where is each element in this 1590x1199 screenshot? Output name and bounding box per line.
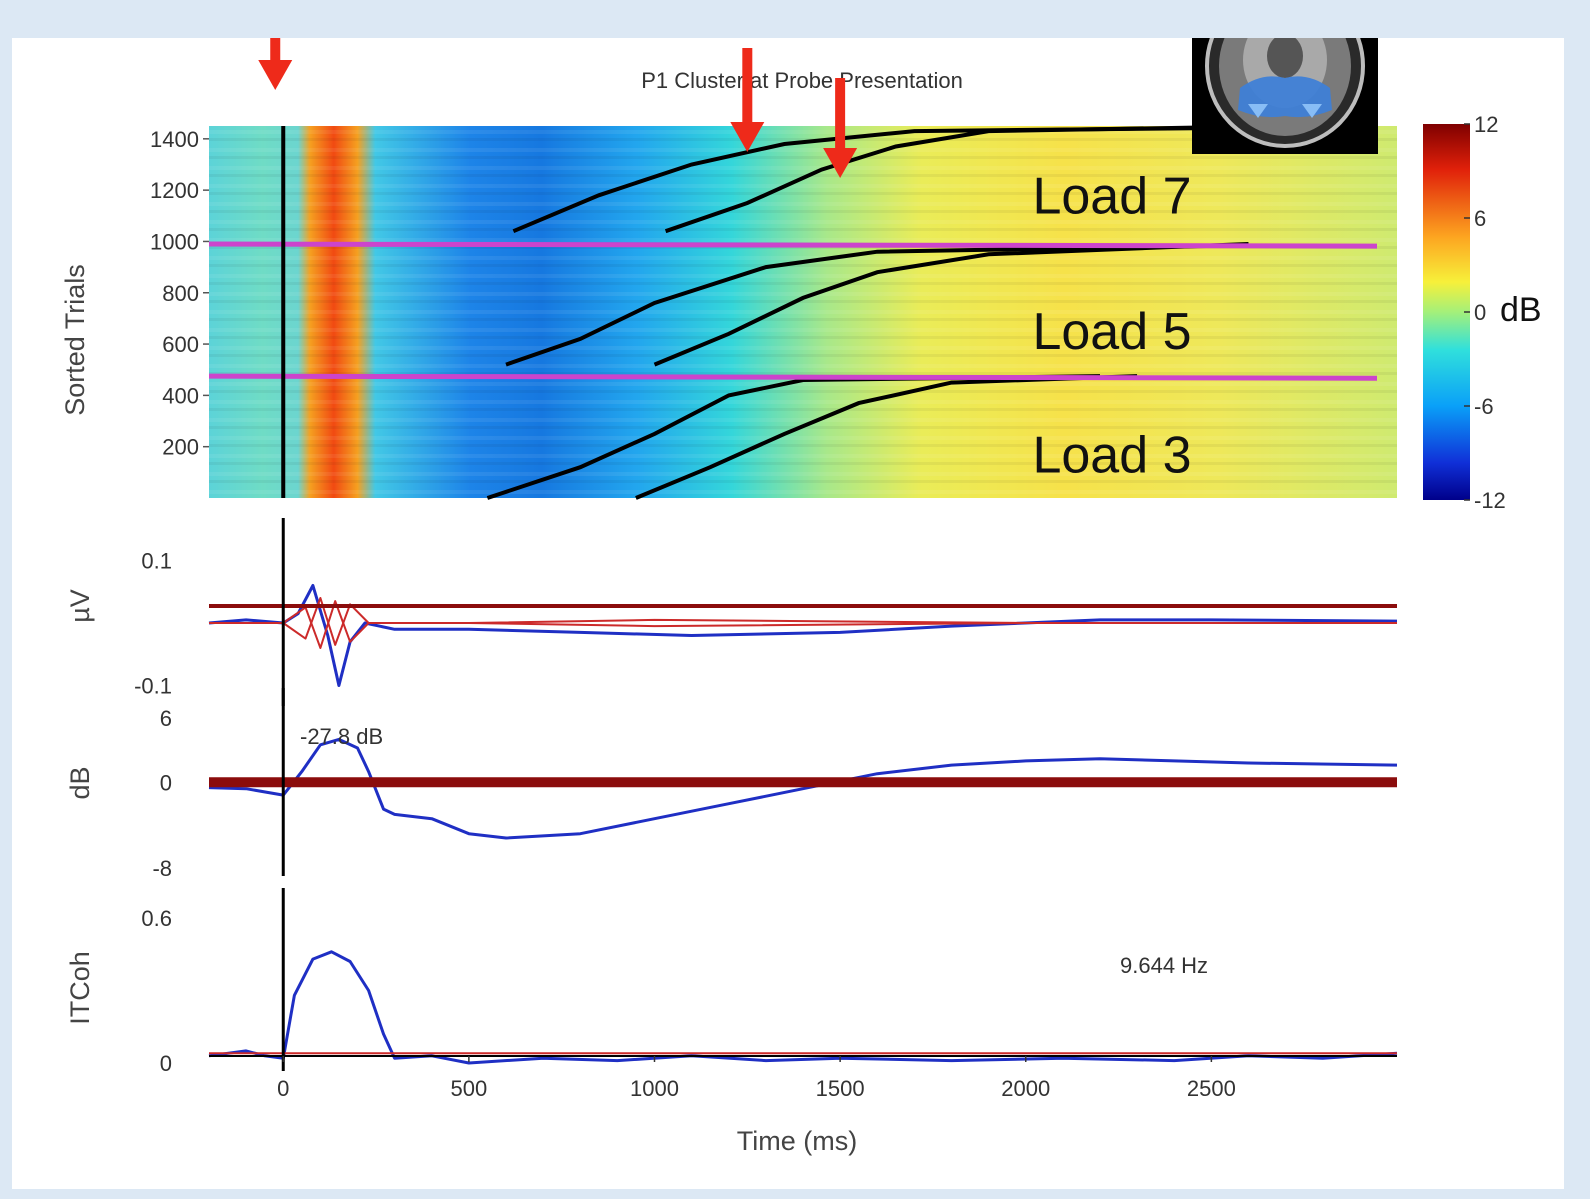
heatmap-trial-streaks [209,126,1397,498]
power-baseline-annotation: -27.8 dB [300,724,383,749]
xtick-label-4: 2000 [1001,1076,1050,1101]
erp-panel: 0.1 -0.1 µV [65,518,1398,706]
itc-frequency-annotation: 9.644 Hz [1120,953,1208,978]
annotation-arrow-2 [823,78,858,178]
series-line-2-0 [208,737,1398,840]
heatmap-ytick-label-6: 1400 [150,127,199,152]
colorbar-ticks: 12 6 0 -6 -12 [1464,112,1506,513]
xtick-label-5: 2500 [1187,1076,1236,1101]
annotation-arrow-head-0 [258,60,293,90]
condition-divider-1 [208,373,1378,381]
itc-xticks: 0 500 1000 1500 2000 2500 [277,1056,1236,1101]
series-line-3-0 [208,950,1398,1065]
condition-dividers [208,241,1378,381]
rt-curve-1 [635,374,1138,500]
heatmap-ylabel: Sorted Trials [60,264,90,416]
ytick-label-1-0: 0.1 [141,549,172,574]
itc-yticks: 0.60 [141,906,172,1076]
annotation-arrow-shaft-1 [742,48,753,124]
heatmap-yticks: 200 400 600 800 1000 1200 1400 [150,127,209,460]
annotation-arrow-0 [258,38,293,90]
brain-mri-axial-slice-icon [1192,38,1378,154]
ytick-label-2-1: 0 [160,770,172,795]
power-panel: 6 0 -8 dB -27.8 dB [65,688,1398,881]
annotation-arrow-shaft-2 [835,78,846,150]
ytick-label-3-1: 0 [160,1051,172,1076]
ytick-label-3-0: 0.6 [141,906,172,931]
heatmap-ytick-label-5: 1200 [150,178,199,203]
colorbar-tick-label-0: 12 [1474,112,1498,137]
colorbar-gradient [1423,124,1470,500]
colorbar: 12 6 0 -6 -12 dB [1423,112,1542,513]
condition-divider-0 [208,241,1378,249]
itc-series [208,950,1398,1065]
condition-label-0: Load 7 [1032,167,1191,225]
annotation-arrow-shaft-0 [270,38,281,62]
series-line-1-2 [209,600,1397,649]
series-line-1-0 [208,584,1398,687]
xtick-label-3: 1500 [816,1076,865,1101]
rt-curve-2 [505,243,1249,367]
itc-panel: 0.60 0 500 1000 1500 2000 2500 ITCoh 9.644 Hz… [65,888,1398,1156]
figure-panel: P1 Cluster at Probe Presentation 200 400 6… [12,38,1564,1189]
erp-series [208,584,1398,687]
rt-curve-3 [653,242,1249,367]
xtick-label-0: 0 [277,1076,289,1101]
ytick-label-2-2: -8 [152,856,172,881]
colorbar-unit: dB [1500,291,1542,329]
xaxis-label: Time (ms) [737,1126,857,1156]
figure-canvas: P1 Cluster at Probe Presentation 200 400 6… [60,38,1542,1156]
annotation-arrow-1 [730,48,765,152]
reaction-time-curves [486,124,1286,500]
heatmap-ytick-label-4: 1000 [150,229,199,254]
annotation-arrow-head-1 [730,122,765,152]
colorbar-tick-label-2: 0 [1474,300,1486,325]
colorbar-tick-label-1: 6 [1474,206,1486,231]
heatmap-ytick-label-3: 800 [162,281,199,306]
ytick-label-1-1: -0.1 [134,674,172,699]
colorbar-tick-label-3: -6 [1474,394,1494,419]
ytick-label-2-0: 6 [160,706,172,731]
erp-yticks: 0.1 -0.1 [134,549,172,699]
erp-ylabel: µV [65,589,95,623]
condition-label-2: Load 3 [1032,426,1191,484]
xtick-label-1: 500 [451,1076,488,1101]
power-series [208,737,1398,840]
rt-curve-5 [664,124,1286,234]
heatmap-ytick-label-2: 600 [162,332,199,357]
power-yticks: 6 0 -8 [152,706,172,881]
annotation-arrows [258,38,858,178]
colorbar-tick-label-4: -12 [1474,488,1506,513]
chart-title: P1 Cluster at Probe Presentation [641,68,963,93]
annotation-arrow-head-2 [823,148,858,178]
heatmap-ytick-label-1: 400 [162,383,199,408]
erp-image-heatmap: 200 400 600 800 1000 1200 1400 Sorted Trials L… [60,124,1397,500]
power-ylabel: dB [65,766,95,799]
rt-curve-4 [512,125,1286,234]
heatmap-ytick-label-0: 200 [162,435,199,460]
itc-ylabel: ITCoh [65,951,95,1025]
condition-labels: Load 7 Load 5 Load 3 [1032,167,1191,484]
condition-label-1: Load 5 [1032,303,1191,361]
xtick-label-2: 1000 [630,1076,679,1101]
